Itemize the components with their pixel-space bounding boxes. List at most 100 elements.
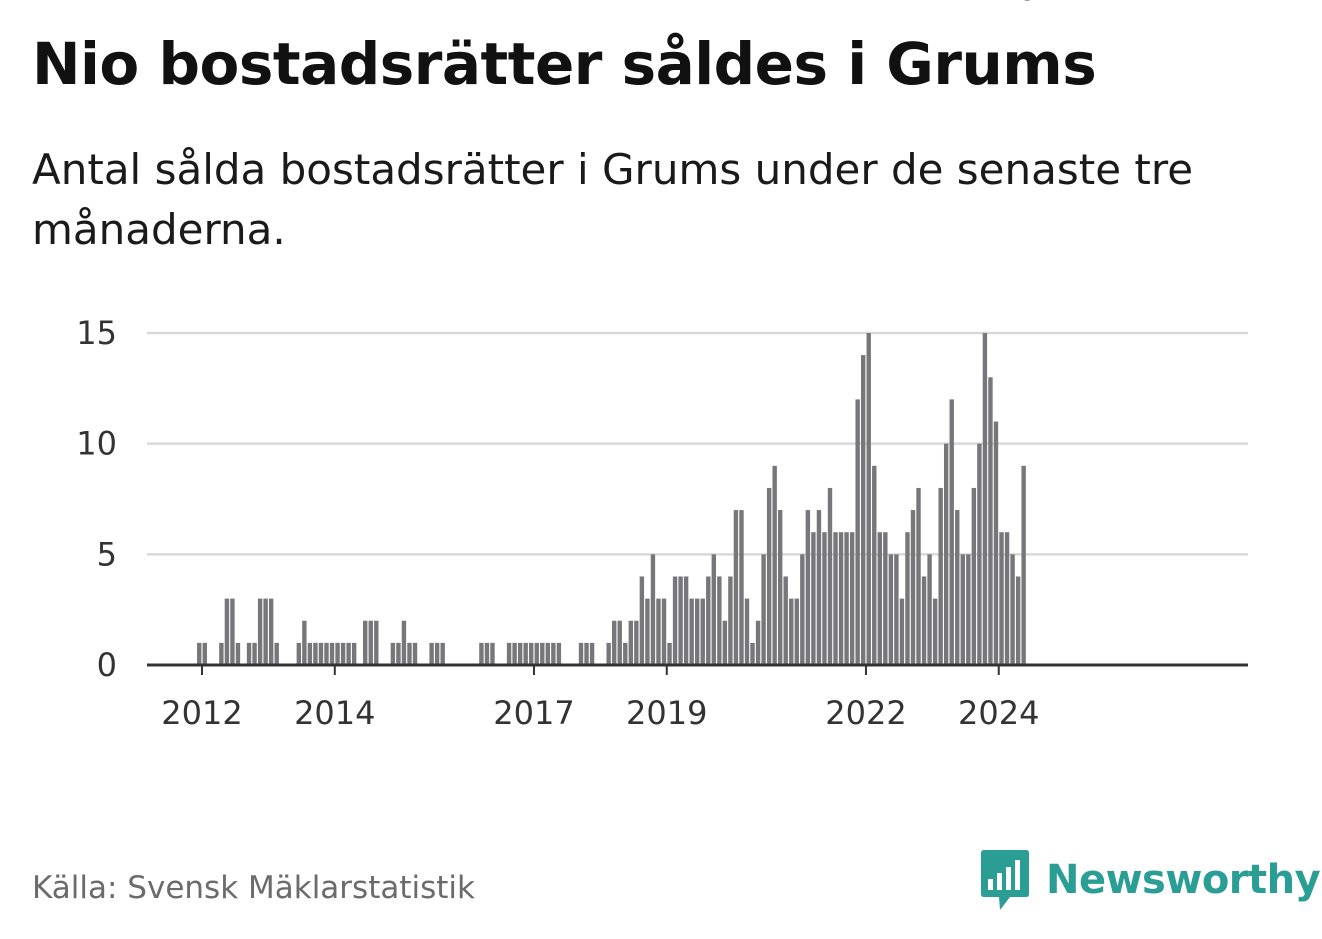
bar (412, 642, 418, 665)
bar (1004, 532, 1010, 665)
x-tick-label: 2012 (161, 694, 242, 732)
x-tick-label: 2022 (825, 694, 906, 732)
bar (678, 576, 683, 665)
bar (778, 510, 783, 665)
bar (617, 620, 622, 665)
bar (318, 642, 324, 665)
bar (667, 642, 672, 665)
bar (534, 642, 539, 665)
bar (717, 576, 722, 665)
bar (523, 642, 528, 665)
bar (838, 532, 844, 665)
bar (440, 642, 445, 665)
bar (921, 576, 927, 665)
bar (789, 598, 794, 665)
bar (257, 598, 263, 665)
bar (805, 510, 811, 665)
x-tick-label: 2014 (294, 694, 375, 732)
bar (434, 642, 440, 665)
bar (645, 598, 650, 665)
bar (949, 399, 954, 665)
bar (800, 554, 805, 665)
bar (683, 576, 689, 665)
bar (302, 620, 307, 665)
bar (274, 642, 279, 665)
bar (822, 532, 827, 665)
bar (479, 642, 484, 665)
bar (999, 532, 1004, 665)
bar (695, 598, 700, 665)
chart-subtitle: Antal sålda bostadsrätter i Grums under … (32, 145, 1194, 254)
bar (197, 642, 202, 665)
bar (744, 598, 750, 665)
bar (628, 620, 634, 665)
bar (656, 598, 661, 665)
bar (246, 642, 252, 665)
bar (224, 598, 230, 665)
x-tick-label: 2024 (958, 694, 1039, 732)
bar (429, 642, 434, 665)
bar (877, 532, 882, 665)
y-tick-label: 5 (97, 535, 117, 573)
bar (761, 554, 766, 665)
y-tick-label: 15 (76, 314, 117, 352)
bar (351, 642, 357, 665)
bar (955, 510, 960, 665)
bar (1021, 465, 1026, 665)
bar (313, 642, 318, 665)
bar (849, 532, 855, 665)
bar (512, 642, 517, 665)
bar (484, 642, 490, 665)
bar (855, 399, 860, 665)
chart-labels: 0 5 10 15 2012 2014 2017 2019 2022 2024 9 (76, 0, 1039, 732)
bar (324, 642, 329, 665)
x-tick-label: 2017 (493, 694, 574, 732)
bar (296, 642, 302, 665)
bar (860, 355, 866, 665)
y-tick-label: 0 (97, 646, 117, 684)
bar (1015, 576, 1021, 665)
bar (766, 487, 772, 665)
bar (899, 598, 905, 665)
bar (905, 532, 910, 665)
bar (517, 642, 523, 665)
bar (407, 642, 412, 665)
bar (368, 620, 373, 665)
bar (374, 620, 379, 665)
bar (634, 620, 639, 665)
bar (363, 620, 368, 665)
bar (722, 620, 728, 665)
bar (844, 532, 849, 665)
bar (883, 532, 888, 665)
bar (529, 642, 534, 665)
bar (894, 554, 899, 665)
bar (700, 598, 705, 665)
bar (584, 642, 589, 665)
bar (235, 642, 241, 665)
bar (827, 487, 833, 665)
bar (833, 532, 838, 665)
bar (346, 642, 351, 665)
bar (606, 642, 611, 665)
bar (772, 465, 777, 665)
bar (993, 421, 999, 665)
bar (977, 443, 982, 665)
axes (147, 663, 1248, 675)
bar (639, 576, 645, 665)
bar (932, 598, 938, 665)
bar (556, 642, 562, 665)
bar (578, 642, 584, 665)
bar (750, 642, 755, 665)
bar (938, 487, 943, 665)
bar (927, 554, 932, 665)
bar (661, 598, 667, 665)
bar (268, 598, 274, 665)
bar (910, 510, 916, 665)
highlight-value-label: 9 (1019, 0, 1039, 8)
source-note: Källa: Svensk Mäklarstatistik (32, 870, 475, 906)
brand-logo[interactable]: Newsworthy (980, 848, 1321, 912)
bar (340, 642, 346, 665)
bar (811, 532, 816, 665)
bar (783, 576, 788, 665)
bar (872, 465, 877, 665)
